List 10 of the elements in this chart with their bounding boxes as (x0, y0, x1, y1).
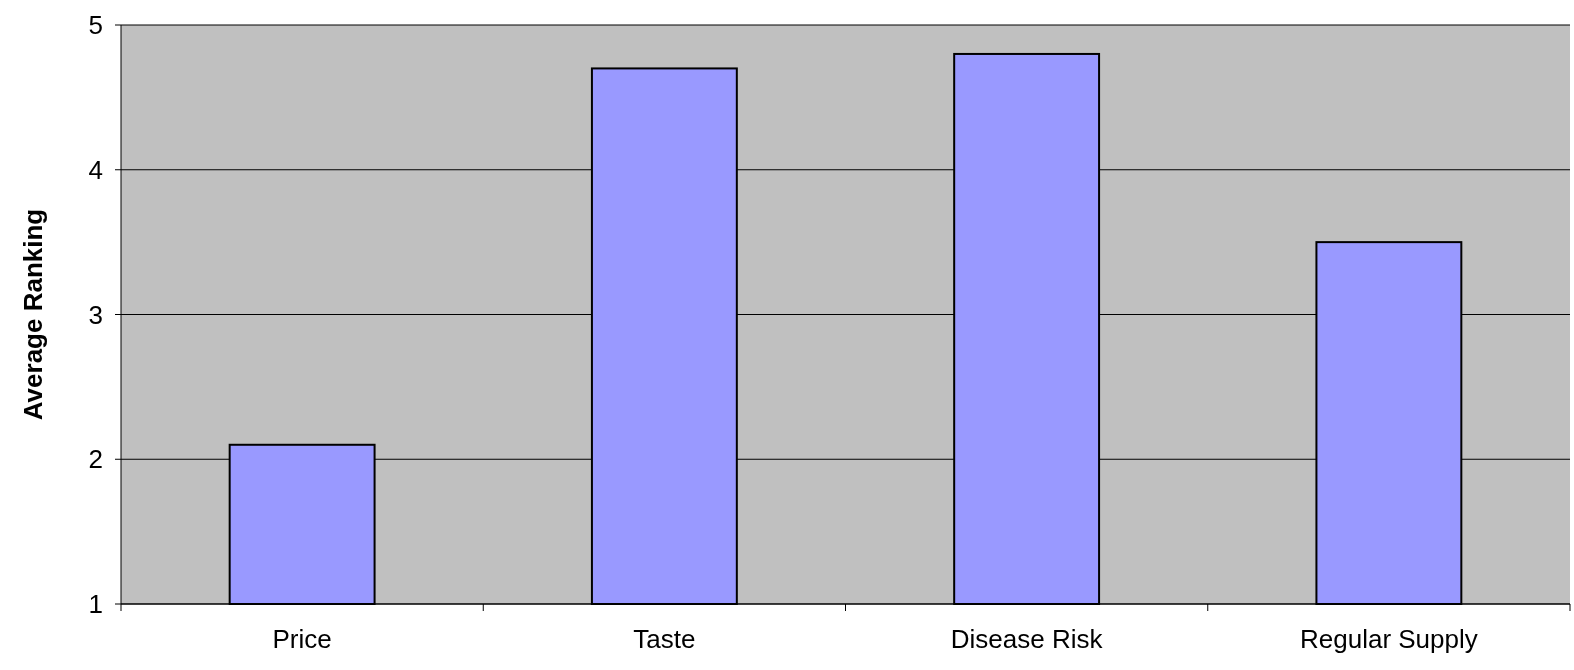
y-tick-label: 4 (88, 154, 103, 185)
x-tick-label: Regular Supply (1299, 624, 1478, 654)
y-axis-title: Average Ranking (18, 208, 48, 421)
x-tick-label: Price (272, 624, 332, 654)
y-tick-label: 5 (88, 10, 103, 41)
y-tick-label: 2 (88, 444, 103, 475)
y-tick-label: 3 (88, 299, 103, 330)
y-tick-label: 1 (88, 589, 103, 620)
x-tick-label: Taste (633, 624, 696, 654)
x-tick-label: Disease Risk (950, 624, 1104, 654)
